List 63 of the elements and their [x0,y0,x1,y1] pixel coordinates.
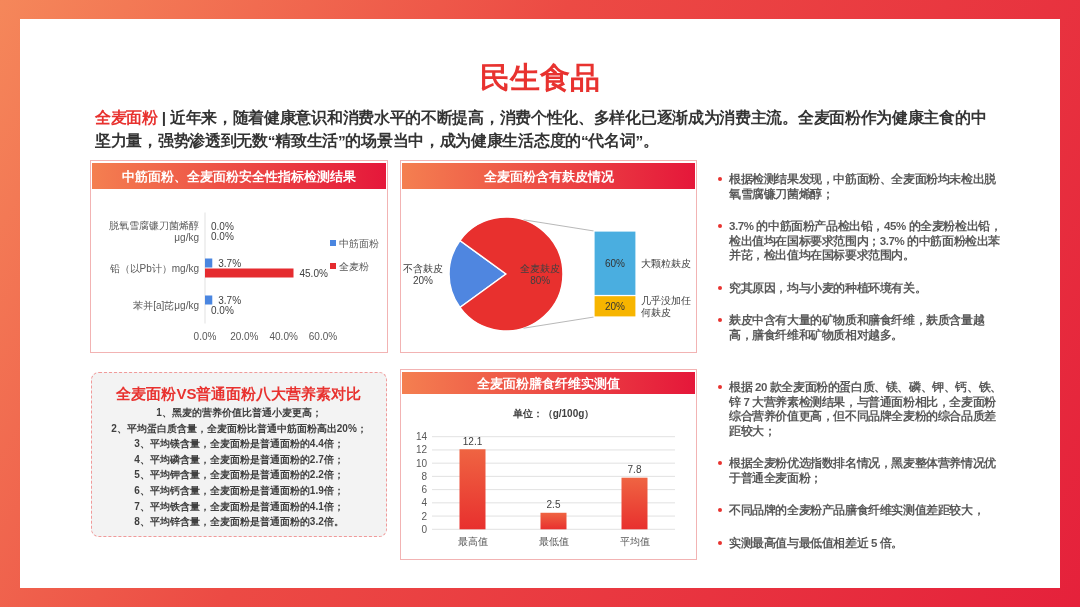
text: 民生食品 [479,60,601,96]
text: 不同品牌的全麦粉产品膳食纤维实测值差距较大， [729,504,985,516]
y-tick-label: 6 [421,484,428,496]
text: 4、平均磷含量，全麦面粉是普通面粉的2.7倍； [133,452,345,467]
y-tick-label: 10 [415,457,428,469]
chart-title: 全麦面粉含有麸皮情况 [482,168,615,184]
text: 根据检测结果发现，中筋面粉、全麦面粉均未检出脱氧雪腐镰刀菌烯醇； [729,173,996,200]
y-tick-label: 铅（以Pb计）mg/kg [108,262,199,274]
text: 根据全麦粉优选指数排名情况，黑麦整体营养情况优于普通全麦面粉； [729,457,996,484]
x-tick-label: 60.0% [308,330,338,342]
x-tick-label: 平均值 [619,535,650,547]
y-tick-label: 8 [421,470,428,482]
y-tick-label: 4 [421,497,428,509]
y-tick-label: 14 [415,431,428,443]
y-tick-label: 脱氧雪腐镰刀菌烯醇μg/kg [109,219,199,243]
series-label: 几乎没加任何麸皮 [641,294,691,318]
text: 2、平均蛋白质含量，全麦面粉比普通中筋面粉高出20%； [110,421,368,436]
x-tick-label: 最低值 [538,535,569,547]
chart-subtitle: 单位：（g/100g） [511,407,595,419]
bar [459,449,486,530]
text: 全麦面粉 | 近年来，随着健康意识和消费水平的不断提高，消费个性化、多样化已逐渐成为消费主流。全麦面粉作为健康主食的中坚力量，强势渗透到无数“精致生活”的场景当中，成为健康生活态度的“代名词”。 [95,108,988,151]
data-label: 80% [530,274,551,286]
x-tick-label: 40.0% [269,330,298,342]
text: 究其原因，均与小麦的种植环境有关。 [729,281,927,294]
chart-title: 全麦面粉膳食纤维实测值 [476,375,620,391]
bar [540,512,567,530]
chart-title: 中筋面粉、全麦面粉安全性指标检测结果 [122,168,357,184]
text: 7、平均铁含量，全麦面粉是普通面粉的4.1倍； [133,499,345,514]
data-label: 12.1 [462,435,483,447]
data-label: 0.0% [211,230,234,242]
x-tick-label: 20.0% [230,330,259,342]
y-tick-label: 12 [415,444,428,456]
text: 8、平均锌含量，全麦面粉是普通面粉的3.2倍。 [133,515,345,530]
y-tick-label: 苯并[a]芘μg/kg [133,299,199,311]
x-tick-label: 0.0% [193,330,217,342]
legend-label: 中筋面粉 [339,237,379,249]
text: 根据 20 款全麦面粉的蛋白质、镁、磷、钾、钙、铁、锌 7 大营养素检测结果，与普通面粉相比，全麦面粉综合营养价值更高，但不同品牌全麦粉的综合品质差距较大； [729,381,1002,437]
data-label: 20% [412,274,434,286]
bar [621,477,648,530]
series-label: 大颗粒麸皮 [641,257,691,269]
data-label: 45.0% [299,267,328,279]
data-label: 0.0% [211,220,234,232]
text: 1、黑麦的营养价值比普通小麦更高； [155,406,323,420]
data-label: 20% [604,300,626,312]
text: 3、平均镁含量，全麦面粉是普通面粉的4.4倍； [133,437,345,452]
text: 麸皮中含有大量的矿物质和膳食纤维，麸质含量越高，膳食纤维和矿物质相对越多。 [729,314,985,341]
x-tick-label: 最高值 [457,535,488,547]
data-label: 7.8 [627,464,642,476]
text: 3.7% 的中筋面粉产品检出铅，45% 的全麦粉检出铅，检出值均在国标要求范围内；3.7% 的中筋面粉检出苯并芘，检出值均在国标要求范围内。 [729,220,1002,261]
y-tick-label: 2 [421,510,428,522]
slice-label: 不含麸皮 [403,262,443,274]
text: 5、平均钾含量，全麦面粉是普通面粉的2.2倍； [133,468,345,483]
data-label: 3.7% [218,294,242,306]
data-label: 0.0% [211,304,234,316]
y-tick-label: 0 [421,523,428,535]
legend-label: 全麦粉 [339,260,369,272]
data-label: 2.5 [546,499,561,511]
slice-label: 全麦麸皮 [520,262,561,274]
text: 全麦面粉VS普通面粉八大营养素对比 [115,385,363,403]
data-label: 60% [604,257,626,269]
text: 6、平均钙含量，全麦面粉是普通面粉的1.9倍； [133,483,345,498]
text: 实测最高值与最低值相差近 5 倍。 [729,536,903,549]
data-label: 3.7% [218,257,242,269]
